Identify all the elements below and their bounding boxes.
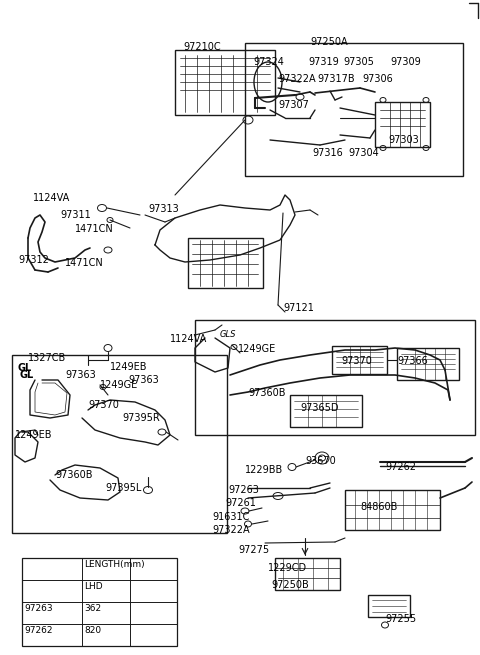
Text: 97395L: 97395L xyxy=(105,483,142,493)
Text: 91631C: 91631C xyxy=(212,512,250,522)
Text: 97306: 97306 xyxy=(362,74,393,84)
Bar xyxy=(375,102,430,147)
Text: 1249GE: 1249GE xyxy=(238,344,276,354)
Bar xyxy=(12,355,227,533)
Text: 97305: 97305 xyxy=(343,57,374,67)
Text: 97311: 97311 xyxy=(60,210,91,220)
Text: 1124VA: 1124VA xyxy=(33,193,70,203)
Text: 97262: 97262 xyxy=(24,626,52,635)
Bar xyxy=(188,238,263,288)
Text: 97304: 97304 xyxy=(348,148,379,158)
Text: 97262: 97262 xyxy=(385,462,416,472)
Bar xyxy=(290,395,362,427)
Bar xyxy=(22,558,177,646)
Text: GL: GL xyxy=(18,363,32,373)
Text: 1229BB: 1229BB xyxy=(245,465,283,475)
Text: 1124VA: 1124VA xyxy=(170,334,207,344)
Bar xyxy=(397,348,459,380)
Text: GL: GL xyxy=(20,370,34,380)
Text: 97303: 97303 xyxy=(388,135,419,145)
Text: 97324: 97324 xyxy=(253,57,284,67)
Text: 97365D: 97365D xyxy=(300,403,338,413)
Text: 97360B: 97360B xyxy=(55,470,93,480)
Text: 97322A: 97322A xyxy=(278,74,316,84)
Text: 97121: 97121 xyxy=(283,303,314,313)
Bar xyxy=(368,595,410,617)
Text: 97275: 97275 xyxy=(238,545,269,555)
Text: 93670: 93670 xyxy=(305,456,336,466)
Text: 1471CN: 1471CN xyxy=(65,258,104,268)
Bar xyxy=(345,490,440,530)
Text: 97370: 97370 xyxy=(88,400,119,410)
Text: 97322A: 97322A xyxy=(212,525,250,535)
Bar xyxy=(245,43,463,176)
Text: 1327CB: 1327CB xyxy=(28,353,66,363)
Text: 1471CN: 1471CN xyxy=(75,224,114,234)
Text: 97250A: 97250A xyxy=(310,37,348,47)
Text: 1249EB: 1249EB xyxy=(15,430,52,440)
Bar xyxy=(175,50,275,115)
Text: GLS: GLS xyxy=(220,330,237,339)
Bar xyxy=(275,558,340,590)
Text: 97250B: 97250B xyxy=(271,580,309,590)
Text: 97309: 97309 xyxy=(390,57,421,67)
Text: 97370: 97370 xyxy=(341,356,372,366)
Text: 1249EB: 1249EB xyxy=(110,362,147,372)
Text: LHD: LHD xyxy=(84,582,103,591)
Bar xyxy=(332,346,387,374)
Text: 97316: 97316 xyxy=(312,148,343,158)
Text: 362: 362 xyxy=(84,604,101,613)
Text: 97261: 97261 xyxy=(225,498,256,508)
Text: 97395R: 97395R xyxy=(122,413,160,423)
Bar xyxy=(195,320,475,435)
Text: 97210C: 97210C xyxy=(183,42,221,52)
Text: 97255: 97255 xyxy=(385,614,416,624)
Text: 1249GE: 1249GE xyxy=(100,380,138,390)
Text: 97363: 97363 xyxy=(65,370,96,380)
Text: 97363: 97363 xyxy=(128,375,159,385)
Text: 820: 820 xyxy=(84,626,101,635)
Text: 97366: 97366 xyxy=(397,356,428,366)
Text: 97319: 97319 xyxy=(308,57,339,67)
Text: LENGTH(mm): LENGTH(mm) xyxy=(84,560,144,569)
Text: 84860B: 84860B xyxy=(360,502,397,512)
Text: 1229CD: 1229CD xyxy=(268,563,307,573)
Text: 97312: 97312 xyxy=(18,255,49,265)
Text: 97313: 97313 xyxy=(148,204,179,214)
Text: 97307: 97307 xyxy=(278,100,309,110)
Text: 97317B: 97317B xyxy=(317,74,355,84)
Text: 97360B: 97360B xyxy=(248,388,286,398)
Text: 97263: 97263 xyxy=(24,604,53,613)
Text: 97263: 97263 xyxy=(228,485,259,495)
